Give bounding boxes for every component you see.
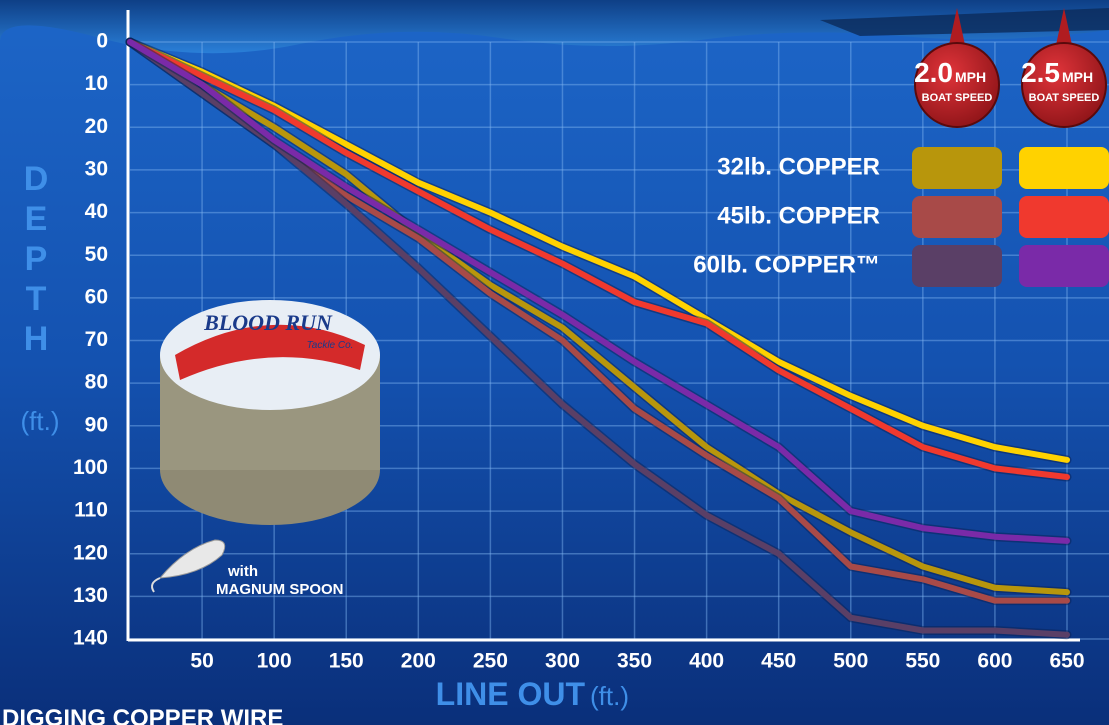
x-tick-label: 350 (617, 650, 652, 673)
y-tick-label: 120 (73, 541, 108, 564)
x-tick-label: 600 (977, 650, 1012, 673)
y-title-letter: H (24, 320, 49, 358)
speed-unit: MPH (1062, 69, 1093, 85)
y-tick-label: 20 (85, 115, 108, 138)
y-title-letter: E (25, 200, 48, 238)
badge-pin (1056, 8, 1072, 45)
x-tick-label: 650 (1049, 650, 1084, 673)
x-unit: (ft.) (590, 681, 629, 711)
speed-value: 2.5 (1021, 57, 1060, 88)
x-tick-label: 300 (545, 650, 580, 673)
x-tick-label: 550 (905, 650, 940, 673)
y-title-letter: P (25, 240, 48, 278)
lines (125, 37, 1072, 640)
legend-swatch (1019, 245, 1109, 287)
x-tick-label: 100 (257, 650, 292, 673)
speed-value: 2.0 (914, 57, 953, 88)
water-surface (0, 0, 1109, 54)
y-tick-label: 0 (96, 30, 108, 53)
spool-label (175, 324, 365, 380)
series-line (127, 39, 1070, 596)
speed-caption: BOAT SPEED (1029, 92, 1100, 104)
boat (820, 8, 1109, 36)
note-text: with (227, 563, 258, 580)
y-tick-label: 80 (85, 371, 108, 394)
legend-swatch (912, 245, 1002, 287)
legend-swatch (912, 196, 1002, 238)
legend-swatch (1019, 196, 1109, 238)
y-tick-label: 140 (73, 627, 108, 650)
y-tick-label: 60 (85, 285, 108, 308)
series-line (127, 39, 1070, 544)
footer: DIGGING COPPER WIRE (2, 705, 283, 725)
note-text: MAGNUM SPOON (216, 581, 344, 598)
y-tick-label: 100 (73, 456, 108, 479)
legend-label: 32lb. COPPER (717, 153, 880, 180)
series-line (127, 39, 1070, 638)
y-unit: (ft.) (21, 406, 60, 436)
spool: BLOOD RUN Tackle Co. (160, 300, 380, 525)
x-tick-label: 150 (329, 650, 364, 673)
y-tick-label: 10 (85, 72, 108, 95)
y-tick-label: 110 (74, 499, 108, 522)
legend-swatch (1019, 147, 1109, 189)
axes: 0 10 20 30 40 50 60 70 80 90 100 110 120 130 140 50 100 1… (73, 10, 1085, 673)
y-tick-label: 50 (85, 243, 108, 266)
spoon: with MAGNUM SPOON (151, 539, 344, 598)
badge-pin (949, 8, 965, 45)
x-title: LINE OUT (436, 676, 586, 712)
x-tick-label: 250 (473, 650, 508, 673)
legend-label: 45lb. COPPER (717, 202, 880, 229)
legend-swatch (912, 147, 1002, 189)
y-tick-label: 90 (85, 413, 108, 436)
spoon-hook (151, 577, 161, 593)
speed-unit: MPH (955, 69, 986, 85)
x-tick-label: 500 (833, 650, 868, 673)
legend-label: 60lb. COPPER™ (693, 251, 880, 278)
series-line (127, 39, 1070, 480)
y-title-letter: T (26, 280, 47, 318)
y-tick-label: 70 (85, 328, 108, 351)
y-title-letter: D (24, 160, 49, 198)
titles: (ft.) LINE OUT (ft.) DIGGING COPPER WIRE… (2, 160, 629, 725)
x-tick-label: 50 (190, 650, 213, 673)
speed-caption: BOAT SPEED (922, 92, 993, 104)
y-tick-label: 30 (85, 157, 108, 180)
speed-badge (1021, 42, 1107, 128)
spool-brand: BLOOD RUN (203, 310, 333, 335)
y-tick-label: 40 (85, 200, 108, 223)
x-tick-label: 450 (761, 650, 796, 673)
speed-badge (914, 42, 1000, 128)
spoon-icon (158, 539, 226, 579)
y-tick-label: 130 (73, 584, 108, 607)
x-tick-label: 400 (689, 650, 724, 673)
spool-sub: Tackle Co. (307, 340, 354, 351)
x-tick-label: 200 (401, 650, 436, 673)
